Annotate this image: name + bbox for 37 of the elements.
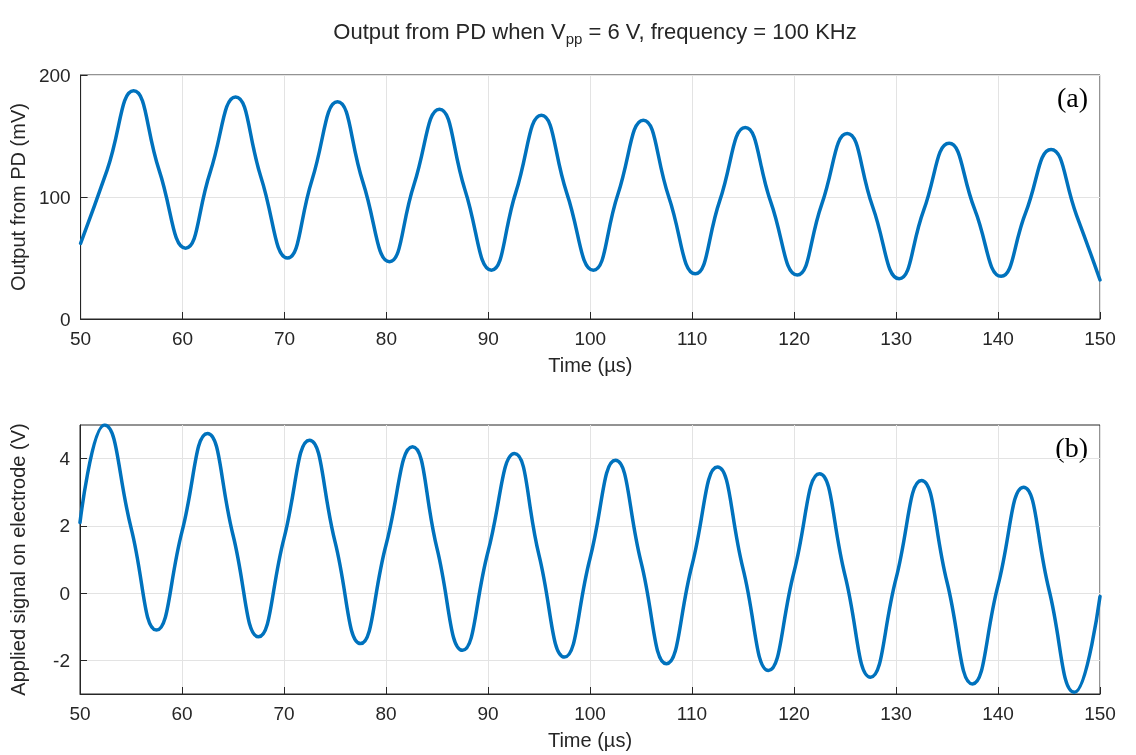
x-tick-label: 100 (574, 703, 606, 724)
x-axis-title: Time (µs) (548, 354, 633, 376)
y-tick-label: 0 (59, 582, 70, 604)
line-series (78, 423, 1102, 695)
y-tick-label: 100 (38, 186, 71, 208)
x-tick-label: 110 (676, 703, 708, 724)
x-tick-label: 60 (171, 703, 193, 724)
y-axis-title: Output from PD (mV) (7, 103, 29, 291)
x-tick-label: 90 (477, 703, 499, 724)
annotation: (b) (1055, 431, 1089, 463)
x-tick-label: 150 (1084, 703, 1116, 724)
x-tick-label: 140 (982, 703, 1014, 724)
y-tick-label: 2 (59, 515, 70, 537)
x-tick-label: 140 (982, 328, 1014, 349)
x-tick-label: 150 (1084, 328, 1116, 349)
y-axis-title: Applied signal on electrode (V) (7, 423, 29, 696)
x-tick-label: 80 (375, 703, 397, 724)
x-tick-label: 70 (273, 703, 295, 724)
x-tick-label: 130 (880, 703, 912, 724)
y-tick-label: -2 (53, 649, 70, 671)
y-tick-label: 200 (38, 64, 71, 86)
x-tick-label: 50 (69, 703, 91, 724)
y-tick-label: 0 (60, 308, 71, 330)
x-tick-label: 130 (880, 328, 912, 349)
annotation: (a) (1056, 81, 1088, 113)
x-tick-label: 50 (70, 328, 92, 349)
x-tick-label: 120 (778, 703, 810, 724)
x-tick-label: 60 (171, 328, 194, 349)
x-tick-label: 110 (677, 328, 708, 349)
x-tick-label: 100 (574, 328, 607, 349)
x-tick-label: 120 (778, 328, 811, 349)
x-axis-title: Time (µs) (547, 729, 633, 751)
x-tick-label: 70 (273, 328, 296, 349)
line-series (78, 89, 1102, 282)
x-tick-label: 80 (375, 328, 397, 349)
x-tick-label: 90 (477, 328, 499, 349)
y-tick-label: 4 (59, 448, 71, 470)
